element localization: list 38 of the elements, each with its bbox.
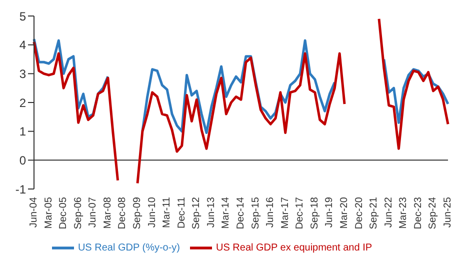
y-tick-label: 2	[19, 96, 26, 110]
x-tick-label: Dec-17	[294, 196, 306, 230]
x-tick-label: Mar-05	[43, 196, 54, 229]
x-tick-label: Jun-04	[28, 196, 40, 228]
x-tick-label: Dec-23	[412, 196, 424, 230]
x-tick-label: Sep-15	[250, 196, 262, 230]
x-tick-label: Mar-08	[102, 196, 114, 229]
x-tick-label: Sep-24	[428, 196, 439, 230]
x-tick-label: Mar-17	[280, 196, 291, 229]
y-tick-label: -1	[15, 182, 26, 196]
y-tick-label: 3	[19, 66, 26, 81]
y-tick-label: 4	[19, 38, 26, 52]
x-tick-label: Jun-19	[324, 196, 336, 228]
x-tick-label: Mar-11	[162, 196, 173, 228]
x-tick-label: Sep-09	[132, 196, 143, 230]
x-tick-label: Mar-23	[398, 196, 410, 229]
x-tick-label: Jun-10	[146, 196, 158, 228]
x-tick-label: Mar-20	[339, 196, 350, 229]
x-tick-label: Dec-20	[354, 196, 365, 230]
x-tick-label: Dec-14	[236, 196, 246, 230]
y-tick-label: 0	[19, 153, 26, 168]
x-tick-label: Jun-16	[265, 196, 276, 228]
x-tick-label: Jun-07	[88, 196, 99, 228]
x-tick-label: Dec-11	[176, 196, 188, 228]
y-tick-label: 5	[19, 9, 26, 24]
x-tick-label: Sep-18	[309, 196, 320, 230]
x-tick-label: Mar-14	[220, 196, 232, 229]
x-tick-label: Sep-21	[368, 196, 380, 230]
x-tick-label: Jun-25	[442, 196, 454, 228]
legend-label: US Real GDP (%y-o-y)	[78, 242, 180, 254]
x-tick-label: Dec-05	[58, 196, 70, 230]
legend-label: US Real GDP ex equipment and IP	[216, 242, 372, 254]
x-tick-label: Jun-13	[206, 196, 217, 228]
x-tick-label: Sep-12	[191, 196, 202, 230]
x-tick-label: Sep-06	[72, 196, 84, 230]
x-tick-label: Dec-08	[117, 196, 128, 230]
y-tick-label: 1	[19, 124, 26, 139]
x-tick-label: Jun-22	[383, 196, 394, 228]
